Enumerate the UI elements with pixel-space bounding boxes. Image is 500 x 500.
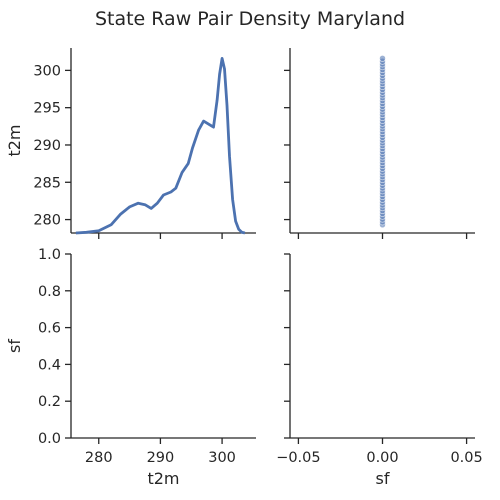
y-tick-label: 1.0 [38, 247, 61, 263]
y-tick-label: 0.6 [38, 321, 61, 337]
x-axis-label: sf [376, 469, 390, 488]
panel-sf_sf: −0.05 0.00 0.05 sf [276, 253, 483, 488]
y-tick-label: 285 [33, 175, 61, 191]
y-tick-label: 0.8 [38, 284, 61, 300]
y-tick-label: 0.4 [38, 357, 61, 373]
panel-sf_t2m: 280 290 300 0.0 0.2 0.4 0.6 0.8 1.0 t2m sf [5, 247, 256, 488]
y-tick-label: 0.0 [38, 431, 61, 447]
scatter-point [379, 55, 386, 62]
y-tick-label: 280 [33, 213, 61, 229]
chart-title: State Raw Pair Density Maryland [95, 8, 405, 30]
y-axis-label: t2m [5, 124, 24, 156]
x-tick-label: 300 [208, 450, 236, 466]
x-axis-label: t2m [147, 469, 179, 488]
x-tick-label: 290 [147, 450, 175, 466]
x-tick-label: −0.05 [276, 450, 320, 466]
y-tick-label: 290 [33, 138, 61, 154]
x-tick-label: 280 [85, 450, 113, 466]
x-tick-label: 0.00 [366, 450, 398, 466]
x-tick-label: 0.05 [450, 450, 482, 466]
y-tick-label: 300 [33, 63, 61, 79]
pairplot-panels: 280 285 290 295 300 t2m 280 290 300 0.0 0.2 0.4 0.6 0… [5, 48, 483, 488]
kde-line [75, 57, 246, 235]
y-tick-label: 0.2 [38, 394, 61, 410]
panel-t2m_sf [284, 48, 475, 239]
panel-t2m_t2m: 280 285 290 295 300 t2m [5, 48, 256, 239]
y-axis-label: sf [5, 339, 24, 353]
y-tick-label: 295 [33, 101, 61, 117]
